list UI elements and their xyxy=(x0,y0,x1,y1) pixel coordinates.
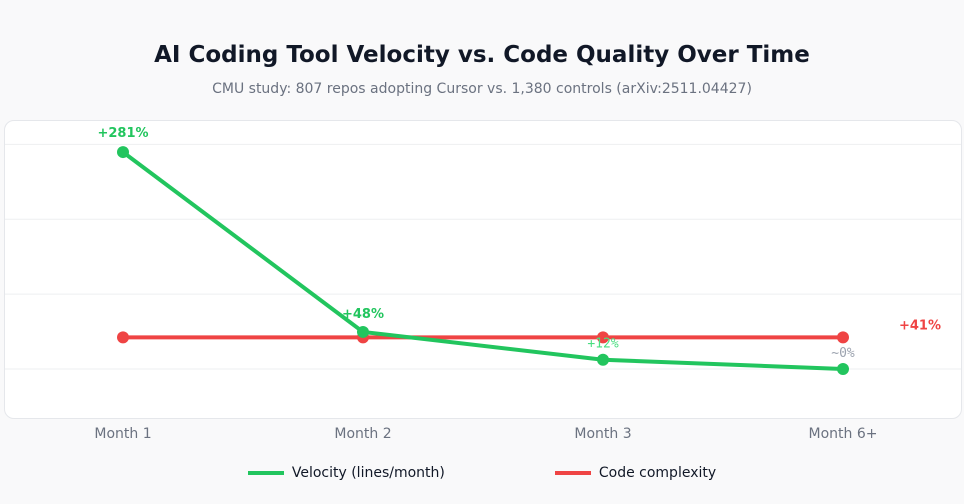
velocity-data-label: +12% xyxy=(587,337,618,352)
velocity-data-label: +48% xyxy=(342,307,384,322)
velocity-point xyxy=(597,353,609,366)
legend-item-velocity[interactable]: Velocity (lines/month) xyxy=(247,465,445,481)
x-tick-label: Month 1 xyxy=(94,426,151,442)
velocity-data-label: ~0% xyxy=(831,346,855,361)
legend-swatch xyxy=(554,471,591,475)
complexity-point xyxy=(597,331,609,344)
legend-label: Code complexity xyxy=(598,465,717,481)
complexity-data-label: +41% xyxy=(899,318,941,333)
chart-subtitle: CMU study: 807 repos adopting Cursor vs.… xyxy=(212,81,752,97)
chart-title: AI Coding Tool Velocity vs. Code Quality… xyxy=(154,42,810,68)
legend-item-complexity[interactable]: Code complexity xyxy=(554,465,717,481)
velocity-point xyxy=(117,146,129,159)
complexity-point xyxy=(837,331,849,344)
x-tick-label: Month 2 xyxy=(334,426,391,442)
complexity-point xyxy=(117,331,129,344)
legend: Velocity (lines/month) Code complexity xyxy=(0,465,964,481)
legend-swatch xyxy=(247,471,284,475)
velocity-point xyxy=(837,363,849,375)
legend-label: Velocity (lines/month) xyxy=(291,465,445,481)
series-line-velocity xyxy=(121,150,844,371)
x-tick-label: Month 3 xyxy=(574,426,631,442)
x-tick-label: Month 6+ xyxy=(809,426,878,442)
velocity-point xyxy=(357,325,369,338)
velocity-data-label: +281% xyxy=(97,126,148,141)
